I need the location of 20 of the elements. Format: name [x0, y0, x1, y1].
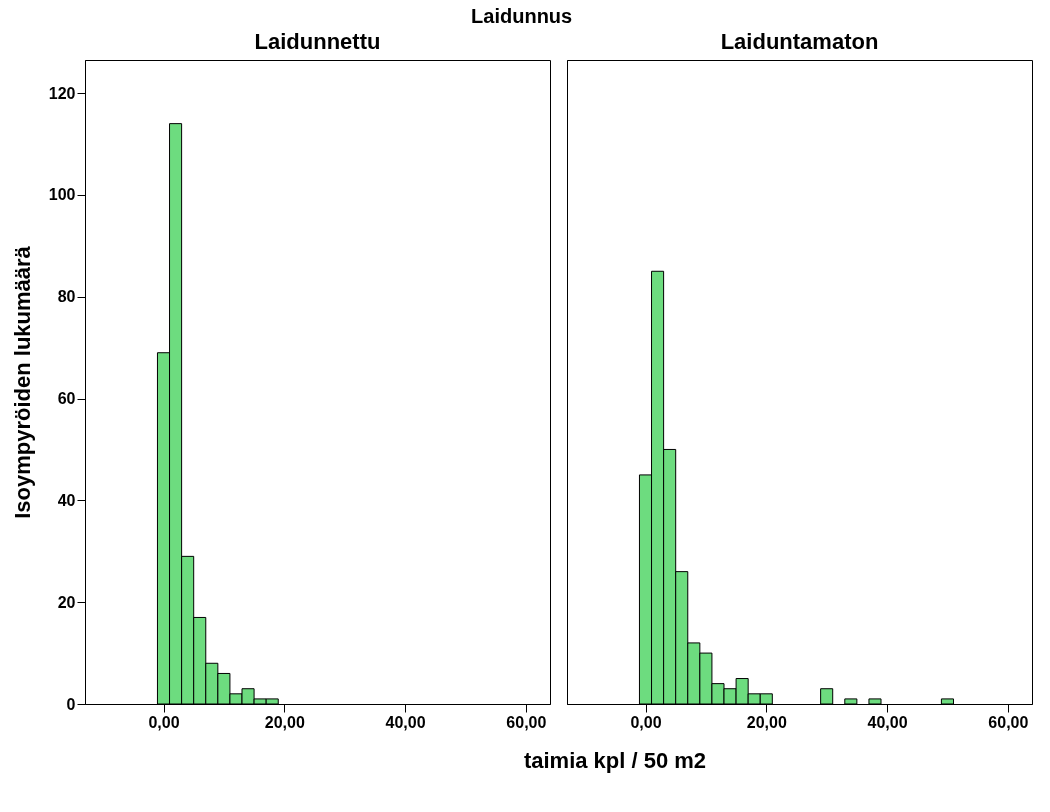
chart-title: Laidunnettu [254, 29, 381, 54]
y-tick-label: 0 [66, 695, 76, 713]
y-tick-label: 60 [57, 390, 76, 408]
y-tick-label: 80 [57, 288, 76, 306]
y-tick-label: 20 [57, 593, 76, 611]
x-tick-label: 60,00 [988, 713, 1029, 731]
chart-title: Laiduntamaton [720, 29, 879, 54]
text: Laidunnus [471, 4, 573, 27]
x-tick-label: 20,00 [264, 713, 305, 731]
y-axis-title: Isoympyröiden lukumäärä [9, 245, 35, 519]
x-tick-label: 20,00 [746, 713, 787, 731]
y-tick-label: 40 [57, 491, 76, 509]
x-tick-label: 0,00 [148, 713, 180, 731]
y-tick-label: 120 [48, 84, 76, 102]
x-axis-title: taimia kpl / 50 m2 [523, 748, 707, 773]
y-tick-label: 100 [48, 186, 76, 204]
x-tick-label: 40,00 [867, 713, 908, 731]
x-tick-label: 60,00 [506, 713, 547, 731]
x-tick-label: 0,00 [630, 713, 662, 731]
x-tick-label: 40,00 [385, 713, 426, 731]
